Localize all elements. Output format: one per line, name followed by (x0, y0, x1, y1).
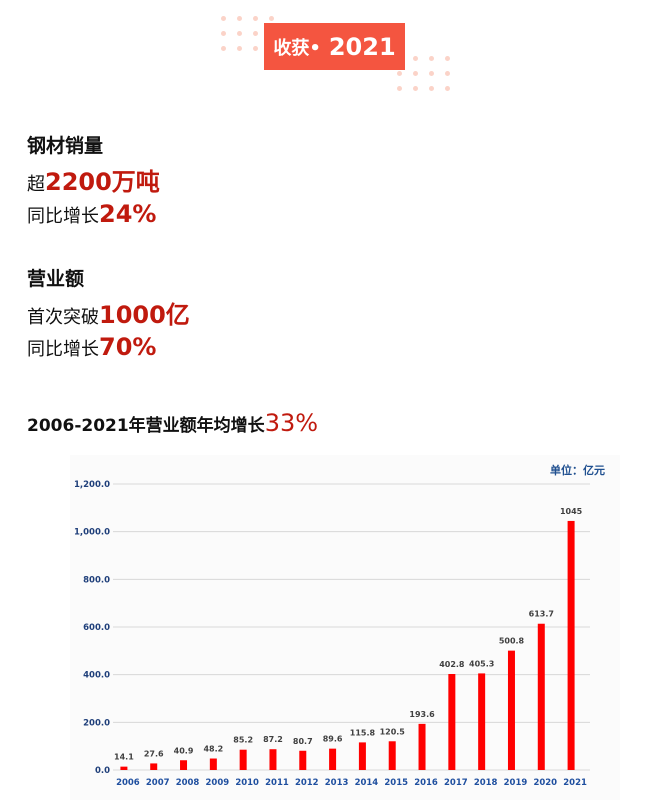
x-tick-label: 2021 (563, 778, 587, 788)
bar (299, 750, 307, 770)
data-label: 115.8 (350, 728, 376, 737)
bar (180, 760, 188, 770)
y-tick-label: 1,200.0 (74, 480, 110, 490)
bar (537, 623, 545, 770)
y-tick-label: 400.0 (83, 671, 110, 681)
x-tick-label: 2010 (235, 778, 259, 788)
data-label: 87.2 (263, 735, 283, 744)
data-label: 27.6 (144, 749, 164, 758)
y-tick-label: 800.0 (83, 575, 110, 585)
data-label: 40.9 (174, 746, 194, 755)
bar (120, 766, 128, 770)
data-label: 80.7 (293, 737, 313, 746)
x-tick-label: 2019 (504, 778, 528, 788)
badge-year: 2021 (328, 32, 396, 61)
data-label: 48.2 (203, 745, 223, 754)
bar (269, 749, 277, 770)
y-tick-label: 200.0 (83, 718, 110, 728)
chart-heading: 2006-2021年营业额年均增长33% (27, 409, 319, 437)
bar (150, 763, 158, 770)
x-tick-label: 2008 (176, 778, 200, 788)
data-label: 402.8 (439, 660, 465, 669)
bar (567, 520, 575, 770)
revenue-growth: 同比增长70% (27, 333, 157, 361)
steel-growth: 同比增长24% (27, 200, 157, 228)
x-tick-label: 2016 (414, 778, 438, 788)
decor-dots-right (397, 56, 451, 91)
x-tick-label: 2017 (444, 778, 468, 788)
x-tick-label: 2020 (533, 778, 557, 788)
x-tick-label: 2014 (355, 778, 379, 788)
data-label: 14.1 (114, 753, 134, 762)
bar (209, 758, 217, 770)
bar (388, 741, 396, 770)
bar (507, 650, 515, 770)
bar (358, 742, 366, 770)
x-tick-label: 2011 (265, 778, 289, 788)
y-tick-label: 0.0 (95, 766, 110, 776)
x-tick-label: 2006 (116, 778, 140, 788)
revenue-milestone: 首次突破1000亿 (27, 301, 190, 329)
unit-label: 单位：亿元 (550, 463, 605, 477)
bar (478, 673, 486, 770)
data-label: 89.6 (323, 735, 343, 744)
bar (239, 749, 247, 770)
data-label: 500.8 (499, 637, 525, 646)
badge-label: 收获• (273, 37, 321, 59)
revenue-title: 营业额 (27, 268, 85, 290)
x-tick-label: 2015 (384, 778, 408, 788)
steel-title: 钢材销量 (27, 135, 104, 157)
x-tick-label: 2018 (474, 778, 498, 788)
data-label: 1045 (560, 507, 583, 516)
data-label: 193.6 (409, 710, 435, 719)
data-label: 85.2 (233, 736, 253, 745)
bar (418, 723, 426, 770)
y-tick-label: 1,000.0 (74, 528, 110, 538)
title-badge: 收获• 2021 (264, 23, 405, 70)
steel-sales: 超2200万吨 (27, 168, 160, 196)
x-tick-label: 2012 (295, 778, 319, 788)
data-label: 405.3 (469, 659, 494, 668)
x-tick-label: 2009 (206, 778, 230, 788)
bar (448, 673, 456, 770)
y-tick-label: 600.0 (83, 623, 110, 633)
revenue-bar-chart: 0.0 200.0 400.0 600.0 800.0 1,000.0 1,200.0 单位：… (70, 455, 620, 800)
data-label: 613.7 (529, 610, 554, 619)
data-label: 120.5 (380, 727, 406, 736)
x-tick-label: 2013 (325, 778, 349, 788)
x-tick-label: 2007 (146, 778, 170, 788)
bar (329, 748, 337, 770)
